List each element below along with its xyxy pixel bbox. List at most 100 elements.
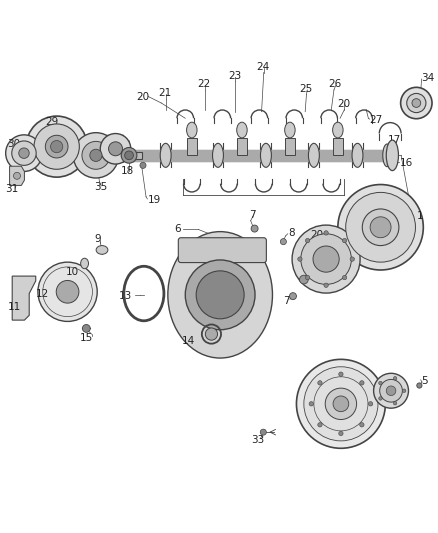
- Circle shape: [292, 225, 360, 293]
- Circle shape: [73, 133, 119, 178]
- Circle shape: [338, 184, 423, 270]
- Circle shape: [82, 325, 90, 333]
- Text: 16: 16: [400, 158, 413, 168]
- Ellipse shape: [122, 152, 127, 159]
- Circle shape: [324, 231, 328, 235]
- Text: 25: 25: [300, 84, 313, 94]
- Text: 11: 11: [7, 302, 21, 312]
- Text: 14: 14: [182, 336, 195, 346]
- Bar: [124, 152, 141, 159]
- Circle shape: [298, 257, 302, 261]
- Ellipse shape: [352, 143, 363, 167]
- Text: 23: 23: [228, 70, 241, 80]
- Circle shape: [6, 135, 42, 172]
- Circle shape: [90, 149, 102, 161]
- Text: 2: 2: [337, 403, 343, 413]
- Text: 5: 5: [421, 376, 428, 386]
- Circle shape: [34, 124, 79, 169]
- Circle shape: [412, 99, 420, 107]
- Circle shape: [313, 246, 339, 272]
- Circle shape: [350, 257, 354, 261]
- Circle shape: [362, 209, 399, 246]
- Circle shape: [109, 142, 123, 156]
- Polygon shape: [10, 166, 25, 185]
- Ellipse shape: [285, 122, 295, 138]
- Circle shape: [196, 271, 244, 319]
- Text: 1: 1: [417, 212, 423, 221]
- Text: 17: 17: [388, 135, 401, 145]
- Circle shape: [19, 148, 29, 158]
- Circle shape: [251, 225, 258, 232]
- Text: 10: 10: [66, 266, 79, 277]
- Text: 13: 13: [118, 291, 132, 301]
- Circle shape: [82, 141, 110, 169]
- Circle shape: [393, 376, 397, 380]
- Circle shape: [374, 373, 409, 408]
- Circle shape: [205, 328, 218, 340]
- Text: 27: 27: [370, 116, 383, 125]
- Text: 20: 20: [136, 92, 149, 102]
- Circle shape: [309, 402, 314, 406]
- Text: 18: 18: [121, 166, 134, 176]
- Text: 12: 12: [35, 288, 49, 298]
- FancyBboxPatch shape: [178, 238, 266, 263]
- Text: 33: 33: [251, 435, 265, 445]
- Circle shape: [140, 163, 146, 168]
- Circle shape: [380, 379, 403, 402]
- Circle shape: [260, 429, 266, 435]
- Circle shape: [318, 423, 322, 427]
- Text: 7: 7: [283, 296, 290, 306]
- Circle shape: [12, 141, 36, 165]
- Ellipse shape: [96, 246, 108, 254]
- Circle shape: [305, 276, 310, 280]
- Circle shape: [379, 381, 382, 385]
- Circle shape: [343, 238, 347, 243]
- Circle shape: [324, 283, 328, 287]
- Circle shape: [417, 383, 422, 388]
- Text: 7: 7: [249, 211, 255, 221]
- Bar: [237, 138, 247, 155]
- Circle shape: [185, 260, 255, 330]
- Text: 15: 15: [80, 333, 93, 343]
- Circle shape: [401, 87, 432, 119]
- Text: 24: 24: [256, 62, 269, 72]
- Circle shape: [301, 234, 351, 285]
- Polygon shape: [12, 276, 36, 320]
- Circle shape: [297, 359, 385, 448]
- Text: 9: 9: [95, 235, 102, 245]
- Circle shape: [26, 116, 87, 177]
- Circle shape: [393, 401, 397, 405]
- Circle shape: [379, 397, 382, 400]
- Text: 8: 8: [289, 228, 295, 238]
- Circle shape: [100, 134, 131, 164]
- Ellipse shape: [386, 140, 399, 171]
- Ellipse shape: [237, 122, 247, 138]
- Text: 20: 20: [337, 99, 350, 109]
- Bar: [332, 138, 343, 155]
- Circle shape: [325, 388, 357, 419]
- Text: 26: 26: [328, 79, 342, 89]
- Circle shape: [407, 93, 426, 112]
- Ellipse shape: [308, 143, 319, 167]
- Ellipse shape: [160, 143, 171, 167]
- Circle shape: [304, 367, 378, 441]
- Circle shape: [300, 275, 308, 284]
- Circle shape: [38, 262, 97, 321]
- Ellipse shape: [383, 144, 392, 167]
- Text: 28: 28: [111, 140, 124, 150]
- Ellipse shape: [332, 122, 343, 138]
- Circle shape: [346, 192, 416, 262]
- Text: 32: 32: [307, 265, 321, 275]
- Circle shape: [56, 280, 79, 303]
- Circle shape: [14, 172, 21, 179]
- Ellipse shape: [261, 143, 272, 167]
- Circle shape: [125, 151, 134, 160]
- Text: 20: 20: [311, 230, 324, 240]
- Circle shape: [339, 431, 343, 435]
- Circle shape: [305, 238, 310, 243]
- Bar: [285, 138, 295, 155]
- Text: 22: 22: [198, 79, 211, 89]
- Circle shape: [121, 148, 137, 163]
- Text: 4: 4: [395, 386, 401, 395]
- Text: 34: 34: [421, 73, 435, 83]
